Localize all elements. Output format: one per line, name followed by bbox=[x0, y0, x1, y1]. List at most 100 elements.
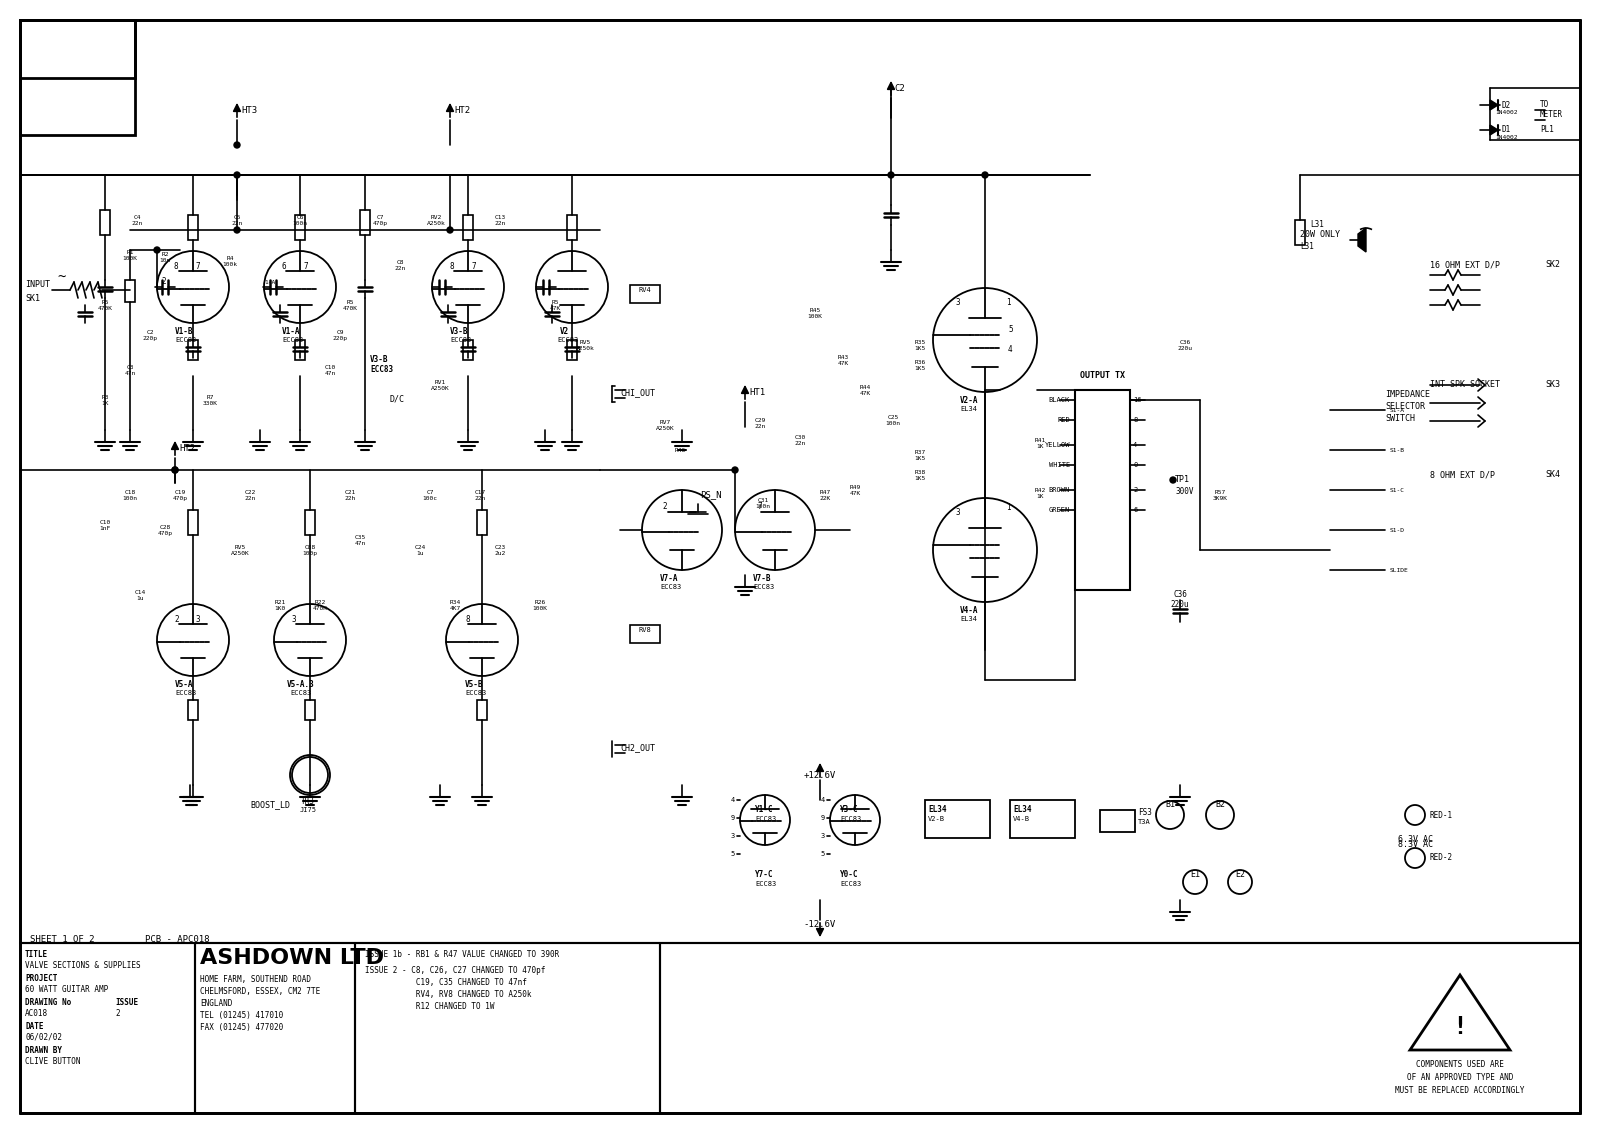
Bar bbox=[1101, 810, 1134, 832]
Text: ECC83: ECC83 bbox=[840, 881, 861, 887]
Text: C23
2u2: C23 2u2 bbox=[494, 545, 506, 556]
Text: R5
47K: R5 47K bbox=[549, 300, 560, 310]
Text: ENGLAND: ENGLAND bbox=[200, 999, 232, 1008]
Text: 8.3V AC: 8.3V AC bbox=[1397, 840, 1432, 849]
Text: RV5
A250K: RV5 A250K bbox=[230, 545, 250, 556]
Text: V4-B: V4-B bbox=[1013, 816, 1030, 823]
Text: C13
22n: C13 22n bbox=[494, 215, 506, 225]
Text: C10
47n: C10 47n bbox=[325, 365, 336, 376]
Text: V7-B: V7-B bbox=[754, 574, 771, 583]
Text: R47
22K: R47 22K bbox=[819, 489, 830, 501]
Text: TR3: TR3 bbox=[301, 796, 315, 806]
Text: ECC83: ECC83 bbox=[755, 816, 776, 823]
Text: D2: D2 bbox=[1502, 101, 1512, 110]
Text: INPUT: INPUT bbox=[26, 280, 50, 289]
Text: D1: D1 bbox=[1502, 126, 1512, 135]
Text: C17
22n: C17 22n bbox=[474, 489, 486, 501]
Text: RED-1: RED-1 bbox=[1430, 810, 1453, 819]
Text: CHI_OUT: CHI_OUT bbox=[621, 389, 654, 398]
Text: C8
22n: C8 22n bbox=[394, 259, 406, 271]
Polygon shape bbox=[1490, 125, 1498, 135]
Text: C7
470p: C7 470p bbox=[373, 215, 387, 225]
Circle shape bbox=[446, 227, 453, 233]
Text: SK4: SK4 bbox=[1546, 470, 1560, 479]
Text: V3-B: V3-B bbox=[450, 327, 469, 337]
Text: SK1: SK1 bbox=[26, 293, 40, 303]
Text: S1-C: S1-C bbox=[1390, 487, 1405, 493]
Text: S1-D: S1-D bbox=[1390, 528, 1405, 533]
Text: PCB - APC018: PCB - APC018 bbox=[146, 935, 210, 944]
Text: !: ! bbox=[1453, 1015, 1467, 1039]
Text: 4: 4 bbox=[731, 796, 734, 803]
Text: RV1
A250K: RV1 A250K bbox=[430, 380, 450, 391]
Text: 3: 3 bbox=[291, 615, 296, 624]
Text: 4: 4 bbox=[1133, 442, 1138, 448]
Text: E2: E2 bbox=[1235, 870, 1245, 879]
Bar bbox=[306, 700, 315, 719]
Text: Y1-C: Y1-C bbox=[755, 806, 773, 813]
Text: DATE: DATE bbox=[26, 1022, 43, 1031]
Text: C18
100n: C18 100n bbox=[123, 489, 138, 501]
Text: RED: RED bbox=[1058, 417, 1070, 423]
Text: R46: R46 bbox=[674, 448, 686, 453]
Text: ECC83: ECC83 bbox=[661, 583, 682, 590]
Text: L31: L31 bbox=[1299, 242, 1314, 252]
Text: C29
22n: C29 22n bbox=[754, 418, 766, 428]
Text: TEL (01245) 417010: TEL (01245) 417010 bbox=[200, 1011, 283, 1020]
Text: C2: C2 bbox=[894, 84, 904, 93]
Circle shape bbox=[173, 467, 178, 472]
Text: V2: V2 bbox=[560, 327, 570, 337]
Text: RED-2: RED-2 bbox=[1430, 853, 1453, 862]
Text: C31
100n: C31 100n bbox=[755, 499, 771, 509]
Text: R34
4K7: R34 4K7 bbox=[450, 600, 461, 611]
Text: 3: 3 bbox=[821, 833, 826, 840]
Text: 300V: 300V bbox=[1174, 487, 1194, 496]
Text: ECC83: ECC83 bbox=[466, 690, 486, 696]
Bar bbox=[294, 215, 306, 240]
Text: C24
1u: C24 1u bbox=[414, 545, 426, 556]
Text: DRAWING No: DRAWING No bbox=[26, 998, 72, 1007]
Text: R37
1K5: R37 1K5 bbox=[914, 450, 926, 461]
Text: FAX (01245) 477020: FAX (01245) 477020 bbox=[200, 1023, 283, 1032]
Text: T3A: T3A bbox=[1138, 819, 1150, 825]
Text: S1-B: S1-B bbox=[1390, 448, 1405, 452]
Text: D/C: D/C bbox=[390, 395, 405, 404]
Bar bbox=[19, 20, 134, 135]
Text: C14
1u: C14 1u bbox=[134, 590, 146, 600]
Text: HOME FARM, SOUTHEND ROAD: HOME FARM, SOUTHEND ROAD bbox=[200, 976, 310, 983]
Text: 3: 3 bbox=[955, 298, 960, 307]
Text: DRAWN BY: DRAWN BY bbox=[26, 1046, 62, 1055]
Text: E1: E1 bbox=[1190, 870, 1200, 879]
Bar bbox=[462, 215, 474, 240]
Text: 5: 5 bbox=[731, 851, 734, 857]
Bar bbox=[189, 510, 198, 535]
Text: ISSUE 2 - C8, C26, C27 CHANGED TO 470pf: ISSUE 2 - C8, C26, C27 CHANGED TO 470pf bbox=[365, 966, 546, 976]
Text: V2-B: V2-B bbox=[928, 816, 946, 823]
Text: R5
470K: R5 470K bbox=[98, 300, 112, 310]
Text: C2
220p: C2 220p bbox=[142, 330, 157, 341]
Text: OF AN APPROVED TYPE AND: OF AN APPROVED TYPE AND bbox=[1406, 1073, 1514, 1082]
Text: BOOST_LD: BOOST_LD bbox=[250, 800, 290, 809]
Text: R4
100k: R4 100k bbox=[222, 256, 237, 266]
Text: V5-A: V5-A bbox=[174, 680, 194, 689]
Text: ECC83: ECC83 bbox=[174, 337, 197, 343]
Text: HT2: HT2 bbox=[179, 444, 195, 453]
Text: C19
470p: C19 470p bbox=[173, 489, 187, 501]
Text: L31: L31 bbox=[1310, 220, 1323, 229]
Text: R35
1K5: R35 1K5 bbox=[914, 340, 926, 351]
Text: IMPEDANCE: IMPEDANCE bbox=[1386, 390, 1430, 399]
Text: 3: 3 bbox=[195, 615, 200, 624]
Text: 1: 1 bbox=[1006, 298, 1011, 307]
Text: ECC83: ECC83 bbox=[450, 337, 472, 343]
Text: EL34: EL34 bbox=[1013, 806, 1032, 813]
Text: TO: TO bbox=[1539, 100, 1549, 109]
Text: 16: 16 bbox=[1133, 397, 1141, 403]
Text: C35
47n: C35 47n bbox=[354, 535, 366, 546]
Circle shape bbox=[234, 227, 240, 233]
Text: SELECTOR: SELECTOR bbox=[1386, 402, 1426, 411]
Text: OUTPUT TX: OUTPUT TX bbox=[1080, 370, 1125, 380]
Text: 5: 5 bbox=[821, 851, 826, 857]
Text: R44
47K: R44 47K bbox=[859, 385, 870, 395]
Text: METER: METER bbox=[1539, 110, 1563, 119]
Bar bbox=[1075, 390, 1130, 590]
